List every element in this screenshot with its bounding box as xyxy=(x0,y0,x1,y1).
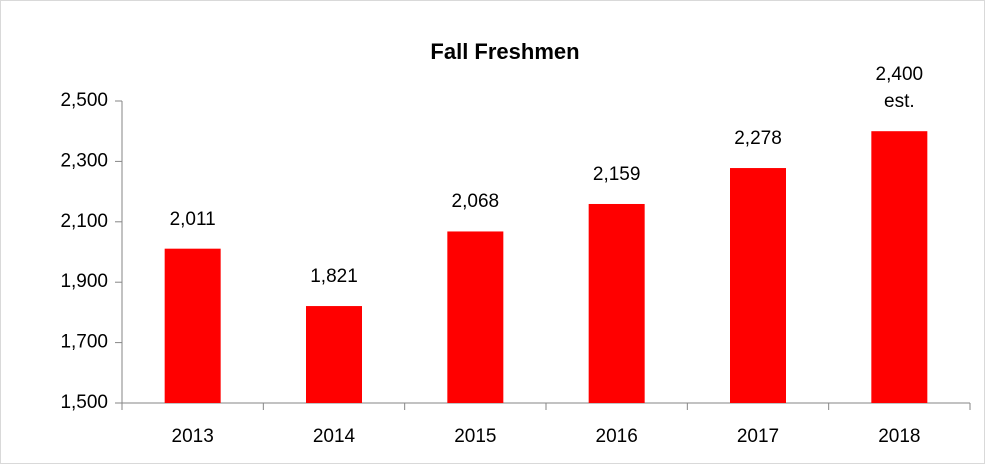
value-label: 2,011 xyxy=(169,208,216,230)
y-tick-label: 2,500 xyxy=(60,90,108,111)
bar xyxy=(730,168,786,403)
y-tick-label: 2,300 xyxy=(60,150,108,171)
x-tick-label: 2016 xyxy=(596,426,638,447)
bar xyxy=(164,248,221,403)
bar xyxy=(447,231,504,403)
x-tick-label: 2017 xyxy=(737,426,779,447)
y-tick-label: 2,100 xyxy=(60,211,108,232)
value-label: 2,068 xyxy=(451,191,500,213)
y-tick-label: 1,500 xyxy=(60,392,108,413)
y-tick-label: 1,700 xyxy=(60,332,108,353)
x-tick-label: 2018 xyxy=(878,426,920,447)
value-label: 2,159 xyxy=(592,163,641,185)
x-tick-label: 2015 xyxy=(454,426,496,447)
bar xyxy=(588,203,645,403)
x-tick-label: 2014 xyxy=(313,426,356,447)
value-label: 2,400 est. xyxy=(875,64,924,113)
y-tick-label: 1,900 xyxy=(60,271,108,292)
value-label: 2,278 xyxy=(734,128,782,150)
value-label: 1,821 xyxy=(310,266,358,288)
bar xyxy=(306,306,362,403)
chart-title: Fall Freshmen xyxy=(430,39,579,64)
x-tick-label: 2013 xyxy=(172,426,214,447)
bar xyxy=(871,131,928,403)
